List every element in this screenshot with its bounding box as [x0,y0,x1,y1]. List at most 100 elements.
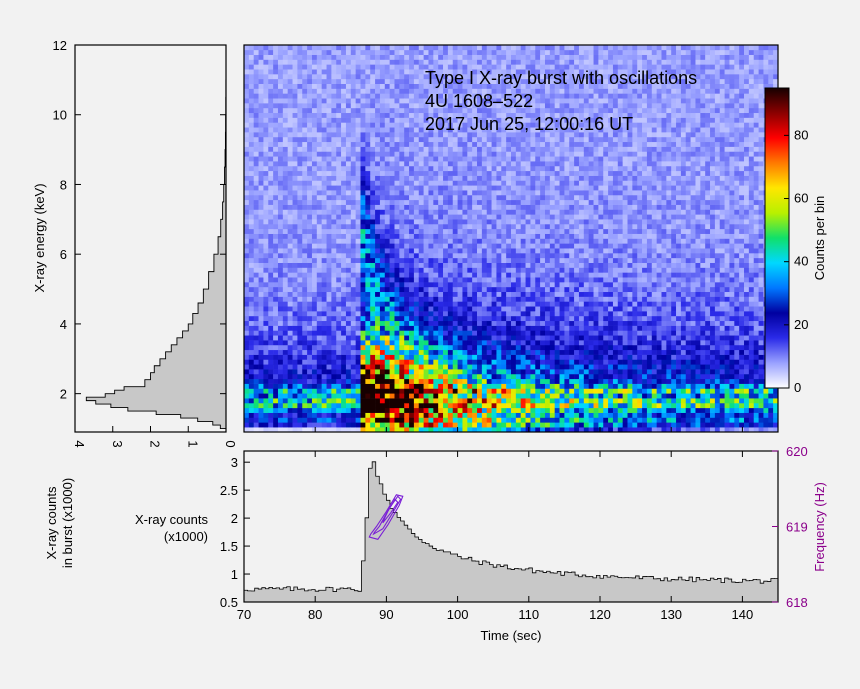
heatmap-cell [409,388,415,394]
heatmap-cell [443,132,449,138]
heatmap-cell [307,369,313,375]
heatmap-cell [418,282,424,288]
heatmap-cell [248,204,254,210]
heatmap-cell [457,54,463,60]
heatmap-cell [501,64,507,70]
heatmap-cell [452,412,458,418]
heatmap-cell [506,243,512,249]
energy-spectrum-area [85,62,227,429]
heatmap-cell [360,373,366,380]
heatmap-cell [253,98,259,104]
heatmap-cell [477,296,483,302]
heatmap-cell [365,136,371,143]
heatmap-cell [501,112,507,118]
heatmap-cell [409,45,415,51]
heatmap-cell [248,373,254,380]
heatmap-cell [515,199,521,205]
heatmap-cell [506,315,512,322]
heatmap-cell [535,69,541,75]
heatmap-cell [467,199,473,205]
heatmap-cell [467,325,473,331]
heatmap-cell [394,141,400,147]
heatmap-cell [515,219,521,225]
heatmap-cell [292,136,298,143]
heatmap-cell [282,59,288,65]
heatmap-cell [399,243,405,249]
heatmap-cell [413,156,420,162]
heatmap-cell [326,301,332,307]
heatmap-cell [336,88,342,94]
heatmap-cell [316,199,322,205]
heatmap-cell [389,209,395,215]
heatmap-cell [379,112,386,118]
heatmap-cell [511,262,517,268]
heatmap-cell [462,306,468,312]
heatmap-cell [277,98,284,104]
heatmap-cell [365,170,371,176]
heatmap-cell [409,320,415,326]
heatmap-cell [472,325,478,331]
heatmap-cell [326,88,332,94]
heatmap-cell [302,354,308,360]
heatmap-cell [345,315,352,322]
heatmap-cell [530,315,536,322]
heatmap-cell [520,417,526,423]
heatmap-cell [287,74,293,80]
heatmap-cell [355,335,361,341]
heatmap-cell [389,407,395,413]
heatmap-cell [457,49,463,55]
heatmap-cell [389,78,395,84]
heatmap-cell [540,151,546,157]
heatmap-cell [520,388,526,394]
heatmap-cell [520,349,526,355]
heatmap-cell [258,286,264,293]
heatmap-cell [525,267,531,273]
heatmap-cell [268,296,274,302]
heatmap-cell [326,161,332,167]
heatmap-cell [472,402,478,409]
heatmap-cell [258,209,264,215]
heatmap-cell [365,88,371,94]
heatmap-cell [292,199,298,205]
heatmap-cell [326,223,332,230]
heatmap-cell [423,156,429,162]
heatmap-cell [520,64,526,70]
heatmap-cell [535,83,541,89]
heatmap-cell [389,141,395,147]
heatmap-cell [399,93,405,99]
heatmap-cell [418,349,424,355]
heatmap-cell [477,74,483,80]
heatmap-cell [311,378,318,384]
heatmap-cell [481,83,488,89]
heatmap-cell [515,301,521,307]
heatmap-cell [467,364,473,370]
heatmap-cell [350,407,356,413]
heatmap-cell [282,354,288,360]
heatmap-cell [341,165,347,172]
heatmap-cell [418,88,424,94]
heatmap-cell [404,49,410,55]
heatmap-cell [457,369,463,375]
heatmap-cell [370,54,376,60]
heatmap-cell [355,132,361,138]
heatmap-cell [472,335,478,341]
heatmap-cell [491,262,497,268]
heatmap-cell [277,349,284,355]
heatmap-cell [253,223,259,230]
heatmap-cell [253,233,259,239]
heatmap-cell [540,340,546,346]
heatmap-cell [268,127,274,133]
heatmap-cell [511,291,517,297]
heatmap-cell [515,369,521,375]
heatmap-cell [384,161,390,167]
heatmap-cell [511,64,517,70]
heatmap-cell [452,243,458,249]
heatmap-cell [336,64,342,70]
heatmap-cell [355,54,361,60]
heatmap-cell [462,320,468,326]
heatmap-cell [540,233,546,239]
heatmap-cell [248,427,254,433]
heatmap-cell [326,112,332,118]
heatmap-cell [511,54,517,60]
heatmap-cell [326,141,332,147]
